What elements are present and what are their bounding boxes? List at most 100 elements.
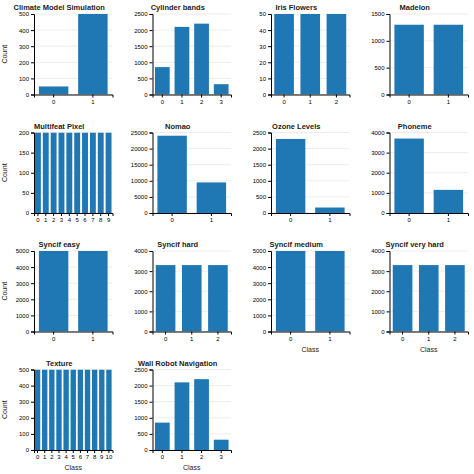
axis-line — [35, 214, 114, 217]
x-tick: 1 — [190, 332, 194, 342]
tick-mark — [181, 95, 182, 98]
y-tick: 20 — [259, 60, 271, 66]
y-tick: 1500 — [134, 44, 152, 50]
x-tick: 0 — [407, 213, 411, 223]
axis-line — [35, 451, 114, 454]
x-tick: 0 — [289, 213, 293, 223]
tick-mark — [150, 450, 153, 451]
tick-mark — [387, 68, 390, 69]
tick-mark — [150, 149, 153, 150]
bar — [155, 67, 170, 94]
grid — [34, 251, 113, 332]
subplot: 01000200030004000500001Syncif mediumClas… — [253, 240, 350, 353]
subplot: 01000200030004000500001Syncif easyCount — [1, 240, 113, 342]
tick-mark — [217, 332, 218, 335]
tick-label: 0 — [26, 92, 30, 98]
axis-line — [153, 214, 232, 217]
y-tick: 1000 — [253, 178, 271, 184]
tick-mark — [268, 133, 271, 134]
tick-mark — [268, 213, 271, 214]
axis-line — [150, 15, 154, 96]
tick-mark — [150, 332, 153, 333]
subplot: 05001000150001Madelon — [371, 3, 468, 105]
tick-mark — [53, 213, 54, 216]
tick-label: 2500 — [134, 11, 148, 17]
x-tick: 0 — [401, 332, 405, 342]
tick-mark — [387, 291, 390, 292]
tick-mark — [268, 78, 271, 79]
y-axis: 05001000150020002500 — [134, 367, 153, 453]
grid-line — [390, 251, 469, 252]
x-tick: 0 — [161, 95, 165, 105]
bar — [71, 370, 76, 451]
tick-label: 1 — [91, 99, 95, 105]
tick-label: 0 — [282, 99, 286, 105]
bars — [155, 379, 229, 450]
y-axis: 05001000150020002500 — [134, 11, 153, 98]
tick-label: 1 — [328, 336, 332, 342]
tick-mark — [73, 450, 74, 453]
tick-mark — [387, 14, 390, 15]
bar — [49, 370, 54, 451]
x-tick: 4 — [68, 213, 72, 223]
tick-label: 400 — [19, 383, 30, 389]
tick-label: 2 — [200, 454, 204, 460]
tick-label: 8 — [93, 454, 97, 460]
y-tick: 3000 — [16, 281, 34, 287]
tick-label: 500 — [137, 76, 148, 82]
plot-area: 0500100015002000250001 — [253, 130, 350, 223]
subplot: 050010001500200025000123Cylinder bands — [134, 3, 231, 105]
title: Texture — [46, 359, 73, 368]
x-tick: 1 — [447, 213, 451, 223]
x-tick: 1 — [91, 95, 95, 105]
axis-line — [272, 95, 351, 98]
x-tick: 1 — [309, 95, 313, 105]
tick-label: 1 — [44, 217, 48, 223]
tick-mark — [268, 14, 271, 15]
tick-label: 15000 — [131, 162, 148, 168]
y-tick: 30 — [259, 44, 271, 50]
tick-mark — [268, 315, 271, 316]
tick-mark — [31, 46, 34, 47]
x-axis: 01 — [390, 95, 469, 105]
tick-label: 3000 — [371, 150, 385, 156]
x-axis-title: Class — [183, 464, 201, 471]
tick-label: 0 — [164, 336, 168, 342]
y-tick: 1000 — [16, 313, 34, 319]
tick-mark — [268, 267, 271, 268]
title: Syncif medium — [270, 240, 324, 249]
plot-area: 0100020003000400001 — [371, 130, 468, 223]
grid — [271, 251, 350, 332]
bar — [106, 370, 111, 451]
chart-root: 010020030040050001Climate Model Simulati… — [0, 0, 474, 474]
tick-label: 1 — [447, 217, 451, 223]
y-tick: 300 — [19, 399, 34, 405]
tick-mark — [150, 311, 153, 312]
tick-label: 2 — [216, 336, 220, 342]
y-tick: 0 — [26, 92, 34, 98]
y-axis: 010002000300040005000 — [253, 248, 272, 334]
y-tick: 2000 — [253, 297, 271, 303]
tick-label: 0 — [263, 92, 267, 98]
tick-label: 10000 — [131, 178, 148, 184]
y-tick: 300 — [19, 44, 34, 50]
tick-mark — [31, 30, 34, 31]
plot-area: 010020030040050001 — [19, 11, 113, 104]
y-tick: 20000 — [131, 146, 153, 152]
plot-area: 050001000015000200002500001 — [131, 130, 232, 223]
bar — [182, 265, 202, 331]
tick-mark — [31, 62, 34, 63]
y-axis: 0100200300400500 — [19, 367, 35, 453]
tick-mark — [268, 165, 271, 166]
tick-label: 0 — [26, 447, 30, 453]
axis-line — [153, 451, 232, 454]
bars — [276, 139, 345, 213]
y-axis-title: Count — [1, 163, 8, 182]
x-tick: 1 — [328, 332, 332, 342]
tick-mark — [162, 95, 163, 98]
y-tick: 40 — [259, 28, 271, 34]
tick-label: 1500 — [253, 162, 267, 168]
bars — [39, 14, 108, 95]
tick-label: 30 — [259, 44, 266, 50]
tick-label: 0 — [381, 92, 385, 98]
